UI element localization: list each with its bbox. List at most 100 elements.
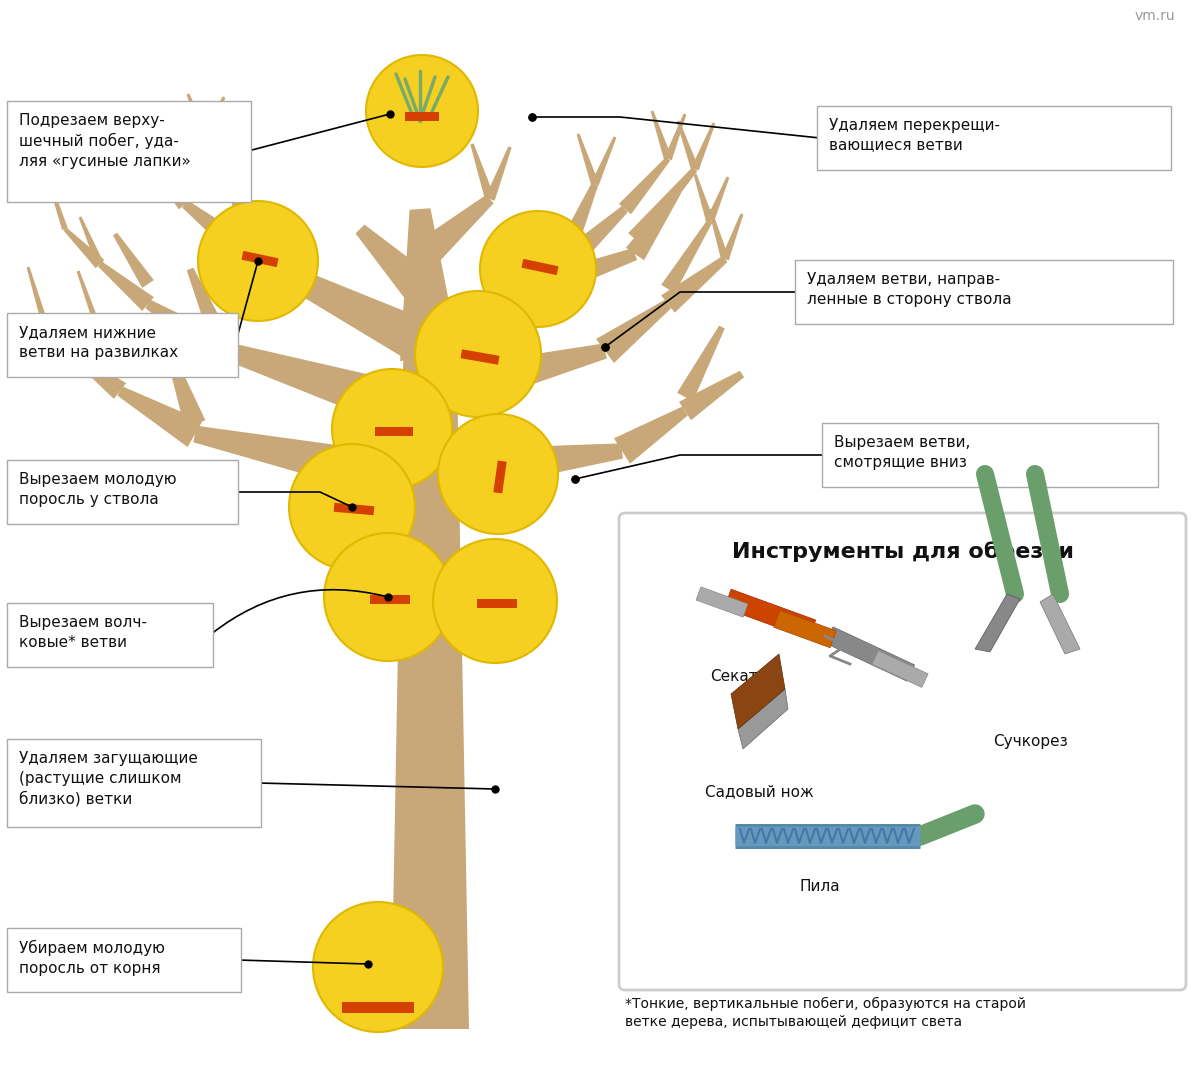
Polygon shape (180, 148, 214, 206)
Polygon shape (202, 96, 226, 140)
Polygon shape (203, 138, 235, 187)
Polygon shape (826, 627, 914, 681)
FancyBboxPatch shape (7, 603, 214, 667)
Polygon shape (182, 201, 263, 270)
Polygon shape (696, 587, 748, 617)
Text: Убираем молодую
поросль от корня: Убираем молодую поросль от корня (19, 940, 164, 975)
Polygon shape (774, 611, 836, 647)
Polygon shape (665, 113, 686, 161)
Text: Садовый нож: Садовый нож (706, 784, 814, 800)
Polygon shape (461, 350, 499, 365)
Polygon shape (400, 208, 460, 361)
Circle shape (480, 211, 596, 327)
Text: Инструменты для обрезки: Инструменты для обрезки (732, 541, 1074, 562)
Polygon shape (374, 426, 413, 436)
Circle shape (415, 291, 541, 416)
Polygon shape (92, 318, 127, 378)
Polygon shape (708, 208, 728, 260)
FancyBboxPatch shape (796, 260, 1174, 324)
Circle shape (198, 201, 318, 320)
Polygon shape (193, 426, 413, 503)
Polygon shape (227, 182, 264, 252)
FancyBboxPatch shape (7, 739, 262, 827)
Polygon shape (113, 233, 154, 288)
Polygon shape (26, 267, 44, 315)
Polygon shape (143, 158, 191, 209)
Polygon shape (626, 189, 682, 260)
Polygon shape (142, 113, 167, 161)
Polygon shape (557, 206, 628, 273)
Text: Пила: Пила (799, 879, 840, 894)
Polygon shape (731, 654, 785, 729)
Polygon shape (707, 177, 730, 222)
Circle shape (433, 540, 557, 663)
Polygon shape (187, 268, 229, 343)
Polygon shape (628, 167, 697, 245)
Polygon shape (161, 150, 190, 206)
Polygon shape (48, 183, 68, 230)
Polygon shape (98, 261, 154, 311)
Polygon shape (661, 256, 727, 313)
FancyBboxPatch shape (7, 313, 238, 377)
Polygon shape (661, 219, 713, 293)
Polygon shape (334, 503, 374, 516)
Polygon shape (70, 352, 126, 399)
Polygon shape (1040, 595, 1080, 654)
Polygon shape (64, 228, 104, 269)
Polygon shape (406, 111, 439, 121)
Circle shape (289, 443, 415, 570)
Polygon shape (355, 224, 433, 302)
Polygon shape (217, 341, 419, 432)
Polygon shape (446, 248, 637, 336)
Polygon shape (556, 182, 599, 258)
FancyBboxPatch shape (619, 513, 1186, 991)
Polygon shape (41, 313, 77, 357)
Polygon shape (79, 217, 103, 265)
Polygon shape (342, 1001, 414, 1012)
Text: Вырезаем молодую
поросль у ствола: Вырезаем молодую поросль у ствола (19, 472, 176, 506)
Circle shape (313, 902, 443, 1032)
Polygon shape (186, 94, 209, 140)
Polygon shape (409, 194, 493, 271)
Polygon shape (677, 121, 698, 170)
Polygon shape (485, 147, 511, 201)
Polygon shape (370, 595, 410, 603)
Circle shape (438, 414, 558, 534)
FancyBboxPatch shape (7, 928, 241, 992)
Polygon shape (167, 353, 205, 427)
Text: Вырезаем ветви,
смотрящие вниз: Вырезаем ветви, смотрящие вниз (834, 435, 971, 469)
Polygon shape (522, 259, 558, 275)
Polygon shape (118, 386, 203, 447)
Polygon shape (478, 599, 517, 607)
Polygon shape (974, 595, 1020, 652)
Polygon shape (872, 651, 928, 687)
Polygon shape (126, 110, 149, 161)
FancyBboxPatch shape (7, 460, 238, 524)
Polygon shape (725, 589, 816, 639)
FancyBboxPatch shape (7, 101, 251, 202)
Polygon shape (437, 258, 569, 356)
FancyBboxPatch shape (817, 106, 1171, 170)
Text: Сучкорез: Сучкорез (992, 734, 1067, 749)
Text: Удаляем ветви, направ-
ленные в сторону ствола: Удаляем ветви, направ- ленные в сторону … (808, 272, 1012, 306)
Polygon shape (738, 689, 788, 749)
Polygon shape (592, 136, 617, 186)
Text: Удаляем нижние
ветви на развилках: Удаляем нижние ветви на развилках (19, 325, 178, 359)
Polygon shape (252, 252, 425, 358)
Polygon shape (576, 134, 599, 186)
Polygon shape (493, 461, 506, 493)
Polygon shape (614, 407, 688, 464)
Polygon shape (677, 326, 725, 401)
Text: *Тонкие, вертикальные побеги, образуются на старой
ветке дерева, испытывающей де: *Тонкие, вертикальные побеги, образуются… (625, 997, 1026, 1029)
Polygon shape (650, 110, 672, 161)
Polygon shape (470, 144, 494, 201)
Polygon shape (446, 343, 607, 410)
Circle shape (324, 533, 452, 661)
Text: Подрезаем верху-
шечный побег, уда-
ляя «гусиные лапки»: Подрезаем верху- шечный побег, уда- ляя … (19, 113, 191, 168)
Text: vm.ru: vm.ru (1134, 9, 1175, 23)
Polygon shape (596, 300, 671, 363)
Polygon shape (391, 319, 469, 1029)
Text: Секатор: Секатор (710, 669, 776, 684)
Circle shape (366, 55, 478, 167)
Polygon shape (679, 371, 744, 420)
